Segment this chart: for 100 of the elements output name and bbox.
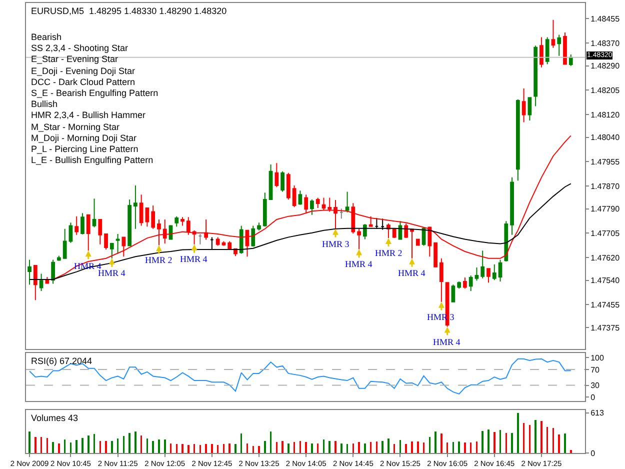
y-tick-label: 0 <box>590 448 596 458</box>
annotation: Bullish <box>31 99 58 109</box>
annotation: HMR 4 <box>180 254 208 264</box>
y-tick-label: 1.48205 <box>590 86 620 96</box>
candlestick <box>228 240 232 250</box>
candlestick <box>116 234 120 254</box>
candlestick <box>492 264 496 281</box>
y-tick-label: 1.48370 <box>590 38 620 48</box>
y-tick-label: 1.47620 <box>590 253 620 262</box>
annotation: HMR 4 <box>98 268 126 278</box>
y-tick-label: 1.47375 <box>590 323 620 332</box>
candlestick <box>216 236 220 246</box>
candlestick <box>457 281 462 290</box>
chart-title: Volumes 43 <box>31 413 78 423</box>
annotation: HMR 4 <box>345 259 373 269</box>
candlestick <box>557 34 562 56</box>
y-tick-label: 1.47955 <box>590 158 620 166</box>
candlestick <box>274 162 279 188</box>
candlestick <box>498 259 502 282</box>
chart-title: RSI(6) 67.2044 <box>31 356 92 366</box>
candlestick <box>480 250 485 279</box>
candlestick <box>434 242 438 268</box>
candlestick <box>304 194 308 214</box>
candlestick <box>528 97 532 122</box>
candlestick <box>33 265 38 301</box>
candlestick <box>504 220 508 262</box>
candlestick <box>362 224 367 240</box>
candlestick <box>516 98 520 182</box>
candlestick <box>380 218 385 230</box>
candlestick <box>416 238 420 246</box>
candlestick <box>316 197 320 209</box>
y-tick-label: 613 <box>590 408 604 418</box>
annotation: HMR 4 <box>398 268 426 278</box>
candlestick <box>345 191 350 213</box>
annotation: HMR 2 <box>145 255 172 265</box>
candlestick <box>451 284 456 303</box>
candlestick <box>174 216 179 228</box>
y-tick-label: 1.47540 <box>590 276 620 286</box>
candlestick <box>540 36 544 68</box>
candlestick <box>463 277 467 290</box>
y-tick-label: 70 <box>590 365 600 374</box>
candlestick <box>180 216 184 226</box>
annotation: HMR 2,3,4 - Bullish Hammer <box>31 110 146 120</box>
y-tick-label: 1.48290 <box>590 62 620 71</box>
y-tick-label: 30 <box>590 381 600 390</box>
annotation: M_Star - Morning Star <box>31 122 120 132</box>
candlestick <box>534 45 538 107</box>
candlestick <box>322 197 326 211</box>
candlestick <box>292 184 296 208</box>
candlestick <box>428 226 432 258</box>
candlestick <box>251 225 256 248</box>
y-tick-label: 1.48040 <box>590 133 620 142</box>
candlestick <box>57 255 61 262</box>
annotation: E_Star - Evening Star <box>31 54 118 64</box>
candlestick <box>522 88 526 123</box>
candlestick <box>310 198 314 216</box>
candlestick <box>298 190 302 206</box>
chart-title: EURUSD,M5 1.48295 1.48330 1.48290 1.48320 <box>31 6 227 16</box>
candlestick <box>351 202 356 234</box>
candlestick <box>62 228 67 260</box>
y-tick-label: 0 <box>590 392 596 402</box>
candlestick <box>68 222 73 244</box>
candlestick <box>122 236 126 258</box>
y-tick-label: 1.47455 <box>590 300 620 310</box>
candlestick <box>28 259 32 286</box>
candlestick <box>51 259 56 284</box>
annotation: E_Doji - Evening Doji Star <box>31 66 136 76</box>
annotation: HMR 4 <box>433 337 461 347</box>
candlestick <box>39 273 44 292</box>
candlestick <box>286 172 290 200</box>
candlestick <box>268 164 273 201</box>
candlestick <box>510 176 514 236</box>
annotation: HMR 2 <box>375 248 402 258</box>
candlestick <box>222 240 226 246</box>
candlestick <box>210 236 214 250</box>
candlestick <box>151 204 156 230</box>
candlestick <box>486 268 490 284</box>
candlestick <box>98 218 102 245</box>
candlestick <box>92 198 96 228</box>
annotation: Bearish <box>31 32 62 42</box>
candlestick <box>474 267 479 282</box>
candlestick <box>545 36 550 65</box>
candlestick <box>162 218 167 244</box>
candlestick <box>239 225 244 254</box>
candlestick <box>186 216 190 236</box>
candlestick <box>468 275 473 292</box>
candlestick <box>262 192 267 228</box>
annotation: SS 2,3,4 - Shooting Star <box>31 43 128 53</box>
y-tick-label: 1.47705 <box>590 228 620 238</box>
y-tick-label: 1.48120 <box>590 110 620 120</box>
annotation: HMR 3 <box>322 239 350 249</box>
candlestick <box>280 170 284 192</box>
y-tick-label: 1.48455 <box>590 14 620 24</box>
candlestick <box>128 198 132 246</box>
candlestick <box>204 218 208 240</box>
annotation: DCC - Dark Cloud Pattern <box>31 77 136 87</box>
candlestick <box>551 19 556 48</box>
candlestick <box>568 54 573 66</box>
candlestick <box>104 234 108 250</box>
candlestick <box>74 216 79 236</box>
